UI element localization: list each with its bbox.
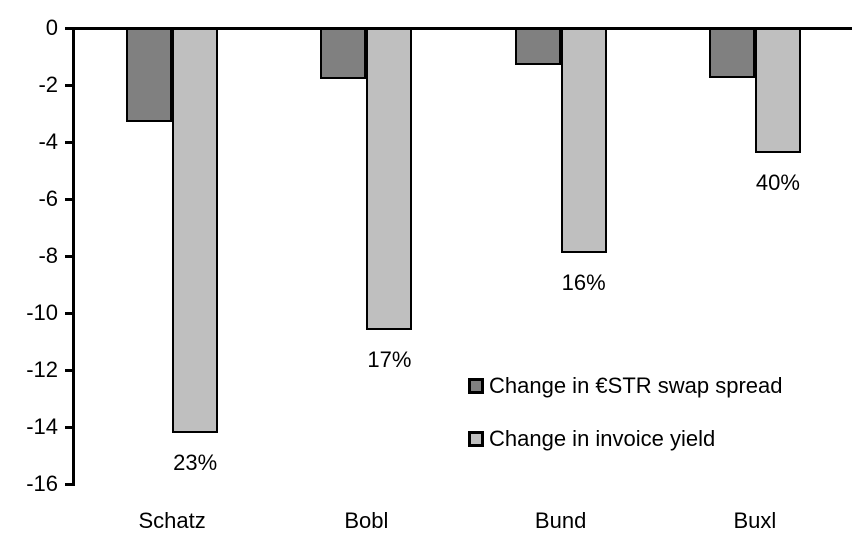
bar-invoice-yield-schatz xyxy=(172,28,219,433)
y-axis-tick xyxy=(65,255,75,258)
y-tick-label: -12 xyxy=(26,357,58,382)
x-category-label-buxl: Buxl xyxy=(733,508,777,533)
y-tick-label: -8 xyxy=(38,243,58,268)
legend-label-swap-spread: Change in €STR swap spread xyxy=(489,373,783,398)
legend-item-invoice-yield: Change in invoice yield xyxy=(468,426,783,452)
bar-estr-swap-spread-bobl xyxy=(320,28,367,80)
x-category-label-bund: Bund xyxy=(534,508,587,533)
y-axis-tick xyxy=(65,426,75,429)
legend-item-swap-spread: Change in €STR swap spread xyxy=(468,373,783,399)
bar-invoice-yield-bund xyxy=(560,28,607,254)
y-axis-tick xyxy=(65,483,75,486)
legend: Change in €STR swap spread Change in inv… xyxy=(468,373,783,479)
bar-value-label-schatz: 23% xyxy=(173,449,218,475)
y-axis-tick xyxy=(65,198,75,201)
x-category-label-bobl: Bobl xyxy=(344,508,389,533)
y-tick-label: -2 xyxy=(38,72,58,97)
bar-invoice-yield-bobl xyxy=(366,28,413,331)
y-axis-tick xyxy=(65,369,75,372)
legend-label-invoice-yield: Change in invoice yield xyxy=(489,426,716,451)
y-tick-label: 0 xyxy=(45,15,58,40)
y-axis-tick xyxy=(65,84,75,87)
y-tick-label: -4 xyxy=(38,129,58,154)
y-tick-label: -16 xyxy=(26,471,58,496)
y-axis-tick xyxy=(65,141,75,144)
x-category-label-schatz: Schatz xyxy=(138,508,206,533)
y-axis-tick xyxy=(65,312,75,315)
bar-value-label-buxl: 40% xyxy=(755,170,800,196)
bar-invoice-yield-buxl xyxy=(754,28,801,154)
y-tick-label: -6 xyxy=(38,186,58,211)
bar-estr-swap-spread-schatz xyxy=(126,28,173,123)
bar-value-label-bobl: 17% xyxy=(367,347,412,373)
y-tick-label: -10 xyxy=(26,300,58,325)
legend-marker-invoice-yield-icon xyxy=(468,431,484,447)
bar-value-label-bund: 16% xyxy=(561,270,606,296)
bar-estr-swap-spread-bund xyxy=(514,28,561,66)
legend-marker-swap-spread-icon xyxy=(468,378,484,394)
y-tick-label: -14 xyxy=(26,414,58,439)
bar-estr-swap-spread-buxl xyxy=(708,28,755,78)
x-axis-zero-line xyxy=(65,27,852,30)
